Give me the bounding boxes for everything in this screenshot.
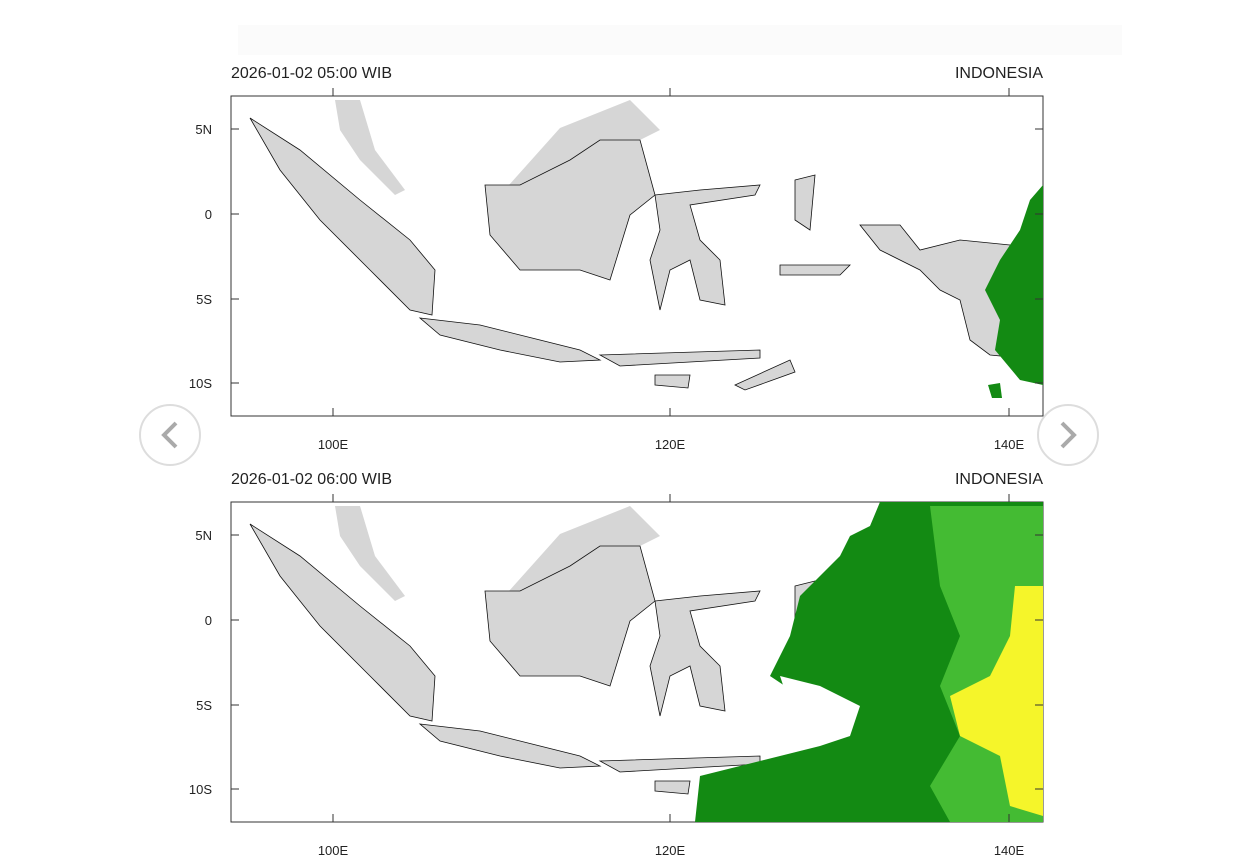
panel-region: INDONESIA bbox=[955, 65, 1043, 82]
lon-tick-label: 120E bbox=[655, 437, 686, 452]
lat-tick-label: 0 bbox=[205, 613, 212, 628]
rain-area bbox=[985, 185, 1043, 385]
map-land bbox=[249, 99, 1043, 398]
lat-tick-label: 0 bbox=[205, 207, 212, 222]
lat-tick-label: 5S bbox=[196, 698, 212, 713]
panel-region: INDONESIA bbox=[955, 471, 1043, 488]
dry-area bbox=[780, 676, 860, 741]
lon-tick-label: 120E bbox=[655, 843, 686, 858]
panel-time: 2026-01-02 05:00 WIB bbox=[231, 65, 392, 82]
lon-tick-label: 100E bbox=[318, 843, 349, 858]
map-panel: 2026-01-02 05:00 WIB INDONESIA 5N 0 5S 10S 100… bbox=[189, 65, 1044, 452]
prev-button[interactable] bbox=[139, 404, 201, 466]
snowflake-banner bbox=[238, 25, 1122, 55]
rain-area bbox=[988, 383, 1002, 398]
lon-tick-label: 140E bbox=[994, 843, 1025, 858]
next-button[interactable] bbox=[1037, 404, 1099, 466]
lon-tick-label: 100E bbox=[318, 437, 349, 452]
map-panel: 2026-01-02 06:00 WIB INDONESIA 5N 0 5S 10S 100… bbox=[189, 471, 1044, 858]
lat-tick-label: 10S bbox=[189, 376, 212, 391]
lat-tick-label: 10S bbox=[189, 782, 212, 797]
lat-tick-label: 5N bbox=[195, 122, 212, 137]
lat-tick-label: 5S bbox=[196, 292, 212, 307]
map-land bbox=[249, 502, 1043, 822]
lon-tick-label: 140E bbox=[994, 437, 1025, 452]
rain-area bbox=[950, 586, 1043, 816]
panel-time: 2026-01-02 06:00 WIB bbox=[231, 471, 392, 488]
lat-tick-label: 5N bbox=[195, 528, 212, 543]
